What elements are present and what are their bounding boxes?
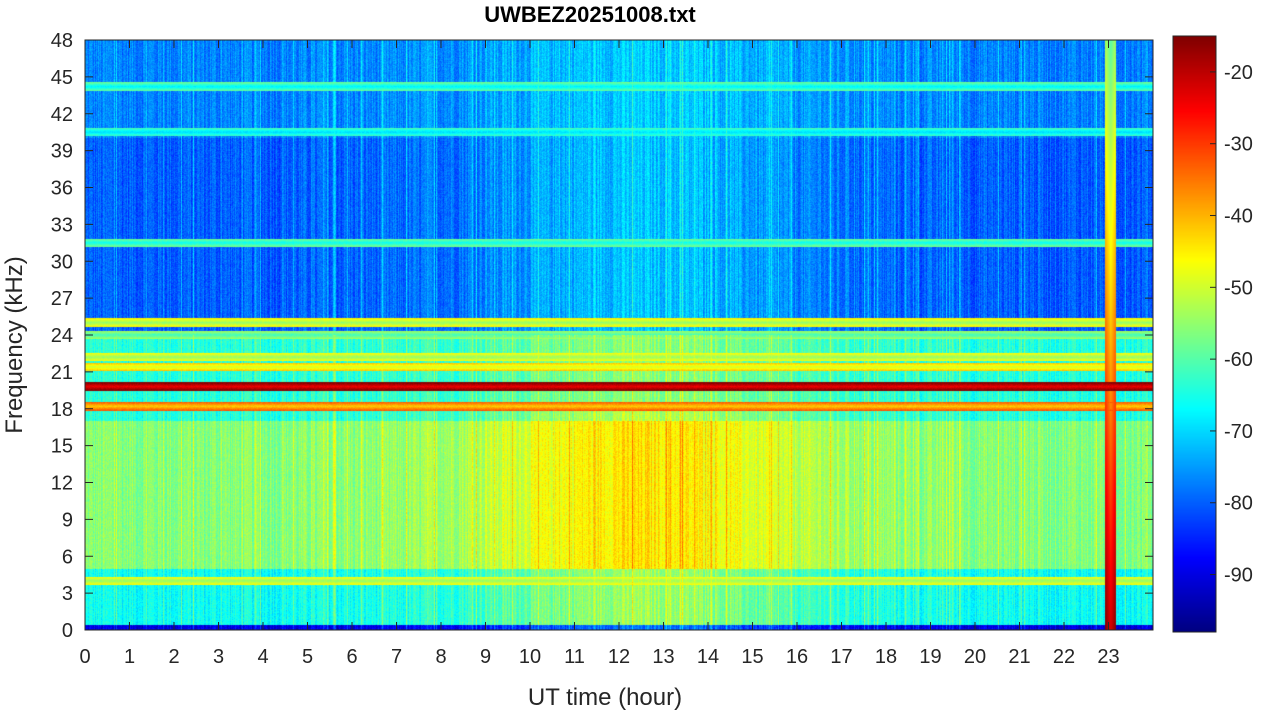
spectrogram-image (85, 40, 1153, 630)
x-tick-label: 11 (564, 646, 585, 668)
colorbar-tick-label: -60 (1224, 349, 1253, 371)
x-tick-label: 5 (302, 646, 313, 668)
colorbar-tick-label: -70 (1224, 421, 1253, 443)
y-tick-label: 45 (51, 67, 73, 89)
colorbar-tick-label: -30 (1224, 134, 1253, 156)
y-tick-label: 3 (62, 583, 73, 605)
y-tick-label: 48 (51, 30, 73, 52)
y-axis-label: Frequency (kHz) (1, 256, 28, 433)
colorbar-tick-label: -20 (1224, 62, 1253, 84)
x-tick-label: 1 (124, 646, 135, 668)
x-tick-label: 22 (1053, 646, 1075, 668)
spectrogram-plot (84, 39, 1154, 631)
colorbar-tick-label: -50 (1224, 277, 1253, 299)
y-tick-label: 33 (51, 214, 73, 236)
x-tick-label: 7 (391, 646, 402, 668)
colorbar-ticks: -20 -30 -40 -50 -60 -70 -80 -90 (1210, 62, 1253, 587)
x-tick-label: 13 (652, 646, 674, 668)
x-axis-label: UT time (hour) (528, 684, 682, 711)
colorbar: -20 -30 -40 -50 -60 -70 -80 -90 (1172, 35, 1253, 633)
x-tick-label: 21 (1008, 646, 1030, 668)
colorbar-tick-label: -80 (1224, 493, 1253, 515)
x-tick-label: 3 (213, 646, 224, 668)
colorbar-frame (1172, 35, 1217, 633)
colorbar-image-holder (1173, 36, 1216, 632)
x-tick-label: 19 (919, 646, 941, 668)
y-tick-label: 21 (51, 362, 73, 384)
x-tick-label: 2 (168, 646, 179, 668)
x-tick-label: 16 (786, 646, 808, 668)
x-tick-label: 14 (697, 646, 719, 668)
x-tick-label: 4 (257, 646, 268, 668)
y-tick-label: 24 (51, 325, 73, 347)
y-tick-label: 0 (62, 620, 73, 642)
y-tick-label: 12 (51, 473, 73, 495)
y-tick-label: 6 (62, 546, 73, 568)
y-tick-label: 39 (51, 141, 73, 163)
chart-title: UWBEZ20251008.txt (484, 2, 696, 27)
y-tick-label: 30 (51, 251, 73, 273)
x-tick-label: 17 (830, 646, 852, 668)
x-tick-label: 9 (480, 646, 491, 668)
x-tick-label: 20 (964, 646, 986, 668)
colorbar-image (1173, 36, 1216, 632)
y-tick-label: 9 (62, 509, 73, 531)
y-tick-label: 42 (51, 104, 73, 126)
y-tick-label: 18 (51, 399, 73, 421)
x-tick-label: 8 (435, 646, 446, 668)
y-tick-label: 15 (51, 436, 73, 458)
x-axis-ticks: 0 1 2 3 4 5 6 7 8 9 10 11 12 13 14 15 16 17 18 19 20 21 22 23 (79, 40, 1120, 668)
y-tick-label: 36 (51, 178, 73, 200)
x-tick-label: 23 (1097, 646, 1119, 668)
x-tick-label: 0 (79, 646, 90, 668)
y-tick-label: 27 (51, 288, 73, 310)
x-tick-label: 18 (875, 646, 897, 668)
x-tick-label: 6 (346, 646, 357, 668)
spectrogram-image-holder (85, 40, 1153, 630)
x-tick-label: 10 (519, 646, 541, 668)
x-tick-label: 12 (608, 646, 630, 668)
x-tick-label: 15 (741, 646, 763, 668)
colorbar-tick-label: -90 (1224, 565, 1253, 587)
colorbar-tick-label: -40 (1224, 206, 1253, 228)
